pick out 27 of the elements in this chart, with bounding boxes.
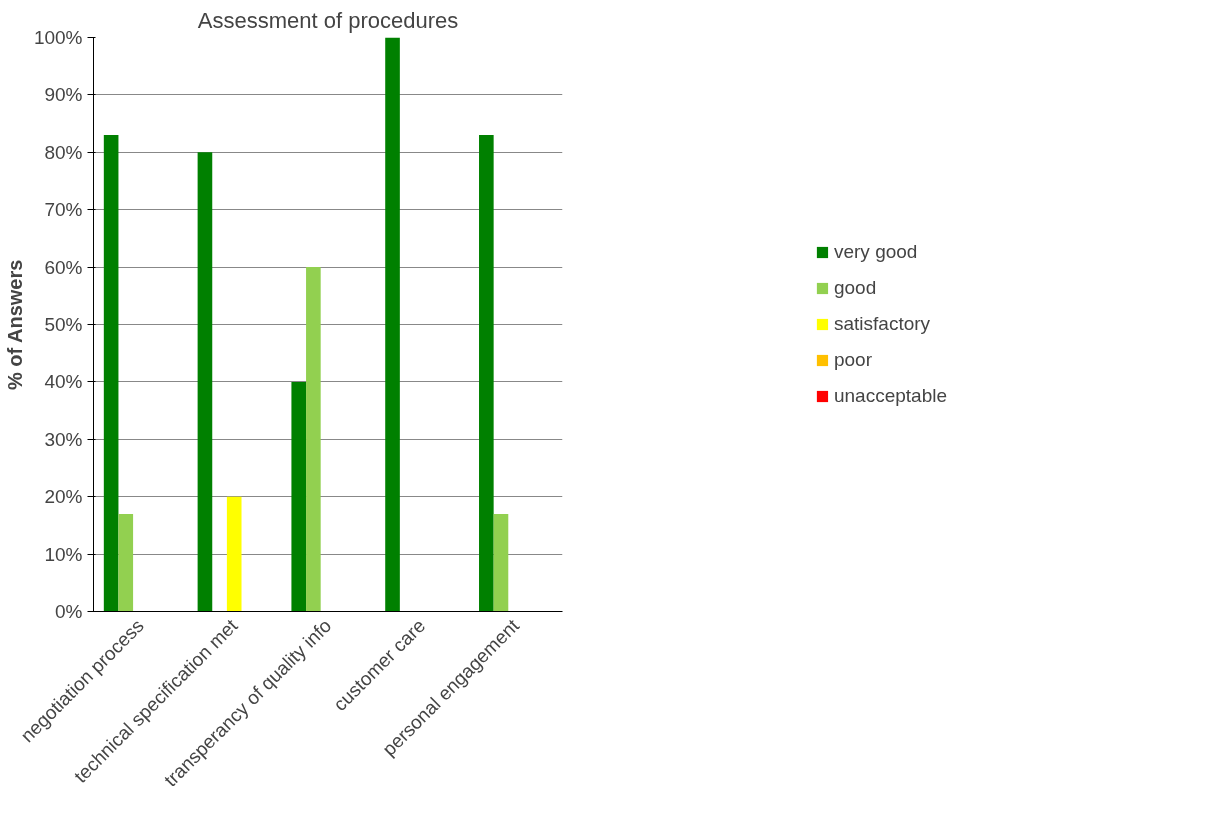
bar [226,496,242,612]
y-tick-label: 10% [44,543,83,565]
y-tick-label: 20% [44,486,83,508]
y-tick-label: 80% [44,141,83,163]
legend-label: good [833,277,877,299]
bar [306,267,321,612]
chart-title: Assessment of procedures [197,7,459,33]
legend-label: very good [833,241,918,263]
bar [385,37,400,612]
y-tick-label: 90% [44,84,83,106]
y-tick-label: 30% [44,428,83,450]
bar [197,152,213,612]
legend-label: poor [833,349,873,371]
bar [493,513,509,612]
legend-label: unacceptable [833,385,948,407]
y-axis-title: % of Answers [3,259,26,391]
y-tick-label: 60% [44,256,83,278]
y-tick-label: 0% [55,601,83,622]
bar [118,513,134,612]
bar [479,135,494,612]
bar [103,135,119,612]
legend-label: satisfactory [833,313,931,335]
y-tick-label: 100% [33,27,83,48]
y-tick-label: 40% [44,371,83,393]
y-tick-label: 50% [44,314,83,335]
y-tick-label: 70% [44,199,83,221]
bar [291,381,307,612]
